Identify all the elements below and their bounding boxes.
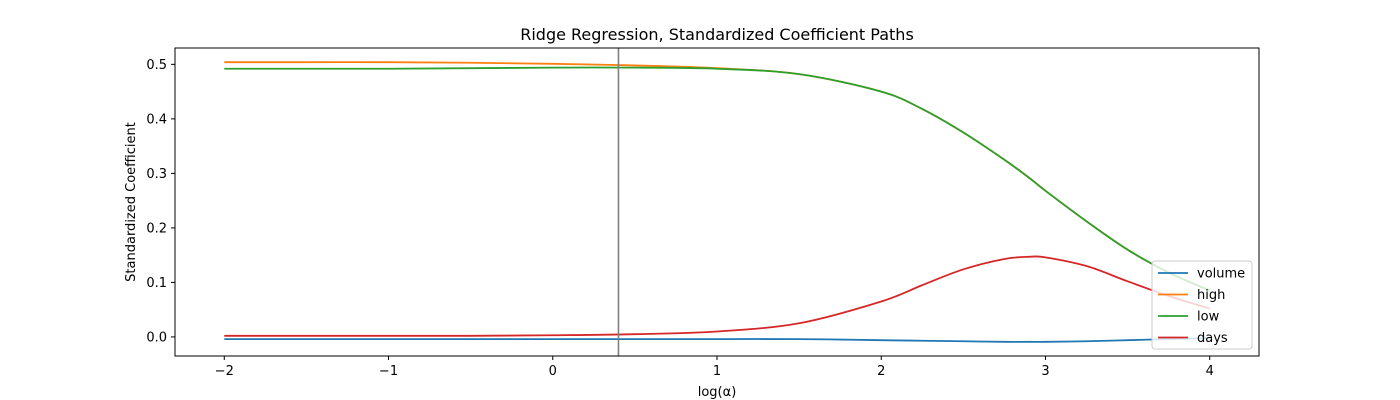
series-layer: [224, 61, 1211, 343]
legend-box: [1151, 260, 1253, 350]
series-line-days: [224, 255, 1210, 337]
x-tick-label: −2: [215, 364, 234, 379]
y-tick-label: 0.1: [146, 276, 167, 291]
legend-label-high: high: [1197, 288, 1225, 303]
x-axis-label: log(α): [698, 385, 737, 400]
x-tick-label: 3: [1041, 364, 1049, 379]
y-axis-label: Standardized Coefficient: [124, 122, 139, 282]
y-tick-label: 0.2: [146, 221, 167, 236]
x-axis-ticks: −2 −1 0 1 2 3 4: [215, 356, 1214, 379]
legend-label-low: low: [1197, 310, 1220, 325]
legend: volume high low days: [1151, 260, 1253, 350]
y-tick-label: 0.0: [146, 330, 167, 345]
y-axis-ticks: 0.0 0.1 0.2 0.3 0.4 0.5: [146, 58, 175, 345]
y-tick-label: 0.3: [146, 167, 167, 182]
x-tick-label: 1: [713, 364, 721, 379]
plot-frame: [174, 47, 1260, 357]
legend-label-volume: volume: [1197, 267, 1245, 282]
x-tick-label: −1: [379, 364, 398, 379]
x-tick-label: 2: [877, 364, 885, 379]
series-line-volume: [224, 337, 1210, 343]
y-tick-label: 0.4: [146, 112, 167, 127]
y-tick-label: 0.5: [146, 58, 167, 73]
series-line-high: [224, 61, 1211, 292]
legend-label-days: days: [1197, 331, 1228, 346]
chart-title: Ridge Regression, Standardized Coefficie…: [520, 25, 914, 44]
x-tick-label: 0: [549, 364, 557, 379]
x-tick-label: 4: [1206, 364, 1214, 379]
series-line-low: [224, 66, 1211, 292]
